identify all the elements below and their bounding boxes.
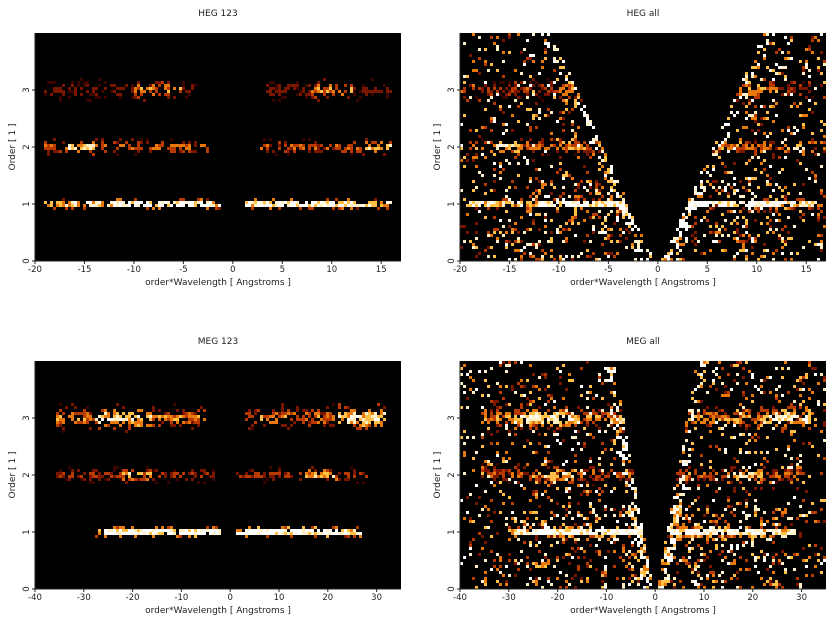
x-tick-label: 10 <box>274 593 285 603</box>
x-axis-label: order*Wavelength [ Angstroms ] <box>570 606 716 616</box>
panel-title: MEG all <box>626 337 660 347</box>
x-tick-label: -30 <box>502 593 516 603</box>
y-tick-label: 0 <box>447 258 457 263</box>
x-tick-label: 0 <box>230 265 235 275</box>
x-tick-label: 20 <box>747 593 758 603</box>
y-tick-label: 2 <box>447 472 457 477</box>
panel-title: HEG 123 <box>198 9 237 19</box>
x-tick-label: -20 <box>28 265 42 275</box>
y-tick-label: 1 <box>22 529 32 534</box>
y-tick-label: 0 <box>22 258 32 263</box>
panel-heg123: -20 -15 -10 -5 0 5 10 15 0 1 2 3 HEG 123 order*Wavele… <box>8 9 401 288</box>
panel-title: MEG 123 <box>198 337 238 347</box>
y-tick-label: 2 <box>22 144 32 149</box>
x-tick-label: -10 <box>599 593 613 603</box>
heatmap-cells <box>56 403 386 538</box>
x-tick-label: 0 <box>652 593 657 603</box>
y-axis-label: Order [ 1 ] <box>433 452 443 499</box>
x-axis-label: order*Wavelength [ Angstroms ] <box>570 278 716 288</box>
y-axis-label: Order [ 1 ] <box>8 124 18 171</box>
x-tick-label: 5 <box>705 265 710 275</box>
x-tick-label: -20 <box>126 593 140 603</box>
x-tick-label: -10 <box>127 265 141 275</box>
panel-meg123: -40 -30 -20 -10 0 10 20 30 0 1 2 3 MEG 123 order*Wave… <box>8 337 401 616</box>
panel-title: HEG all <box>627 9 660 19</box>
x-tick-label: -40 <box>453 593 467 603</box>
y-tick-label: 3 <box>447 87 457 92</box>
x-tick-label: 30 <box>796 593 807 603</box>
x-tick-label: 0 <box>227 593 232 603</box>
x-tick-label: -40 <box>28 593 42 603</box>
x-tick-label: 20 <box>322 593 333 603</box>
y-tick-label: 3 <box>22 87 32 92</box>
y-tick-label: 1 <box>22 201 32 206</box>
x-tick-label: -10 <box>174 593 188 603</box>
x-tick-label: 15 <box>801 265 812 275</box>
y-tick-label: 0 <box>22 586 32 591</box>
x-tick-label: -5 <box>604 265 612 275</box>
x-tick-label: -30 <box>77 593 91 603</box>
y-axis-label: Order [ 1 ] <box>433 124 443 171</box>
x-axis-label: order*Wavelength [ Angstroms ] <box>145 606 291 616</box>
x-tick-label: 10 <box>751 265 762 275</box>
x-tick-label: 10 <box>326 265 337 275</box>
y-tick-label: 3 <box>447 415 457 420</box>
panel-hegall: -20 -15 -10 -5 0 5 10 15 0 1 2 3 HEG all order*Wavele… <box>433 9 826 288</box>
x-tick-label: -5 <box>179 265 187 275</box>
x-tick-label: 5 <box>280 265 285 275</box>
panel-megall: -40 -30 -20 -10 0 10 20 30 0 1 2 3 MEG all order*Wave… <box>433 337 826 616</box>
y-tick-label: 2 <box>447 144 457 149</box>
x-tick-label: -20 <box>551 593 565 603</box>
heatmap-cells <box>460 361 826 589</box>
y-axis-label: Order [ 1 ] <box>8 452 18 499</box>
y-tick-label: 0 <box>447 586 457 591</box>
x-tick-label: 10 <box>699 593 710 603</box>
x-axis-label: order*Wavelength [ Angstroms ] <box>145 278 291 288</box>
x-tick-label: 0 <box>655 265 660 275</box>
x-tick-label: -20 <box>453 265 467 275</box>
x-tick-label: 30 <box>371 593 382 603</box>
y-tick-label: 1 <box>447 529 457 534</box>
x-tick-label: -10 <box>552 265 566 275</box>
x-tick-label: -15 <box>503 265 517 275</box>
heatmap-cells <box>44 78 392 210</box>
y-tick-label: 1 <box>447 201 457 206</box>
y-tick-label: 2 <box>22 472 32 477</box>
y-tick-label: 3 <box>22 415 32 420</box>
x-tick-label: 15 <box>376 265 387 275</box>
x-tick-label: -15 <box>78 265 92 275</box>
heatmap-cells <box>460 33 826 261</box>
